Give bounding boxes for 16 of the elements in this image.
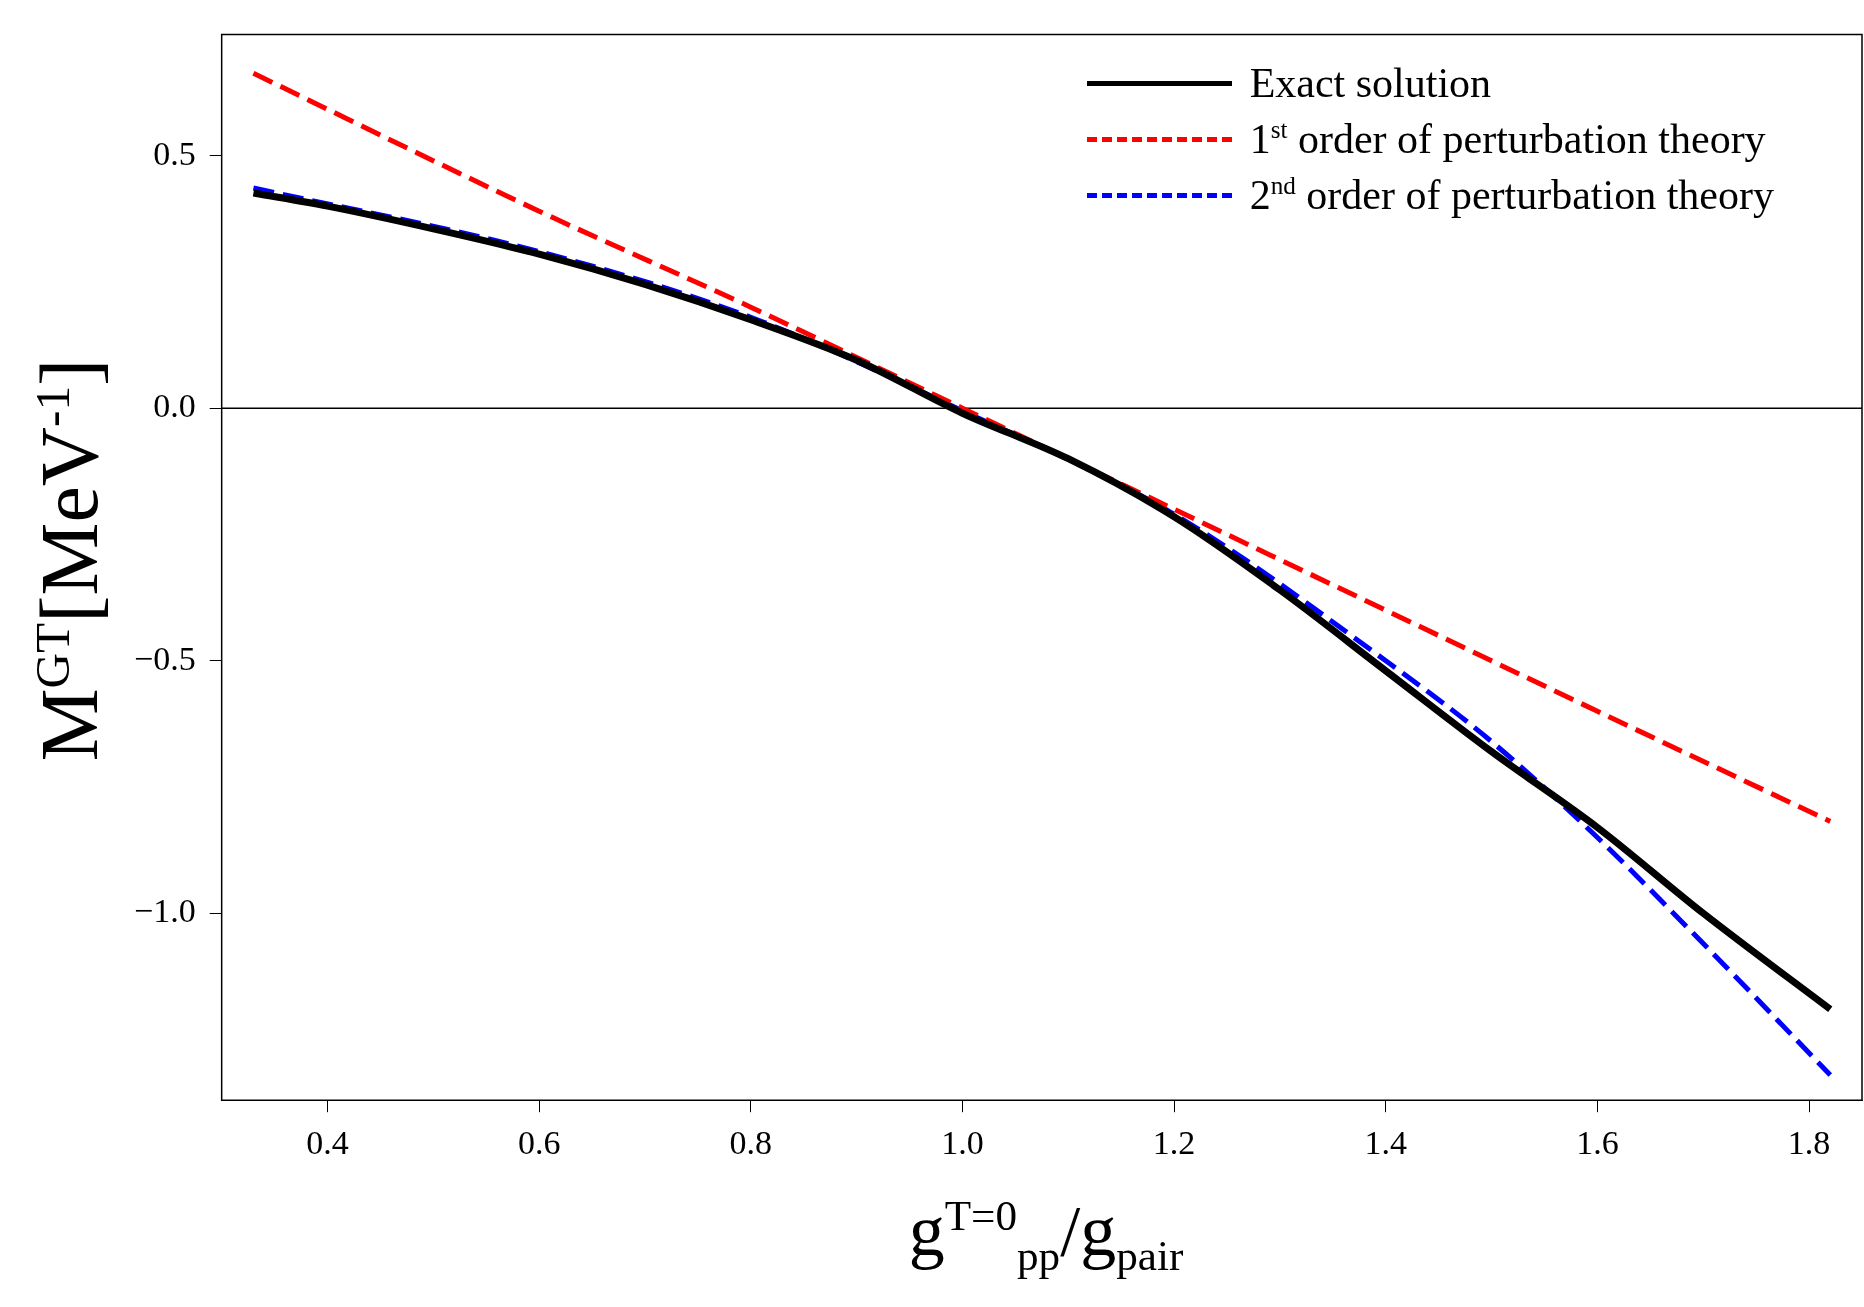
y-tick-label: 0.5 [153, 134, 196, 172]
x-tick-label: 0.6 [517, 1123, 561, 1161]
legend-label: 1$^{st}$ order of perturbation theory [1249, 115, 1766, 163]
x-axis-title: g$^{T=0}$$_{pp}$/g$_{pair}$ [908, 1189, 1184, 1281]
y-tick-label: −0.5 [133, 639, 196, 677]
x-tick-label: 0.4 [306, 1123, 349, 1161]
legend-label: Exact solution [1249, 59, 1492, 107]
x-tick-label: 1.6 [1576, 1123, 1619, 1161]
x-tick-label: 1.2 [1152, 1123, 1196, 1161]
x-tick-label: 1.0 [941, 1123, 984, 1161]
x-tick-label: 1.4 [1364, 1123, 1408, 1161]
x-tick-label: 1.8 [1787, 1123, 1831, 1161]
y-tick-label: −1.0 [133, 892, 196, 930]
legend-label: 2$^{nd}$ order of perturbation theory [1249, 171, 1774, 219]
x-tick-label: 0.8 [729, 1123, 773, 1161]
y-tick-label: 0.0 [153, 387, 196, 425]
